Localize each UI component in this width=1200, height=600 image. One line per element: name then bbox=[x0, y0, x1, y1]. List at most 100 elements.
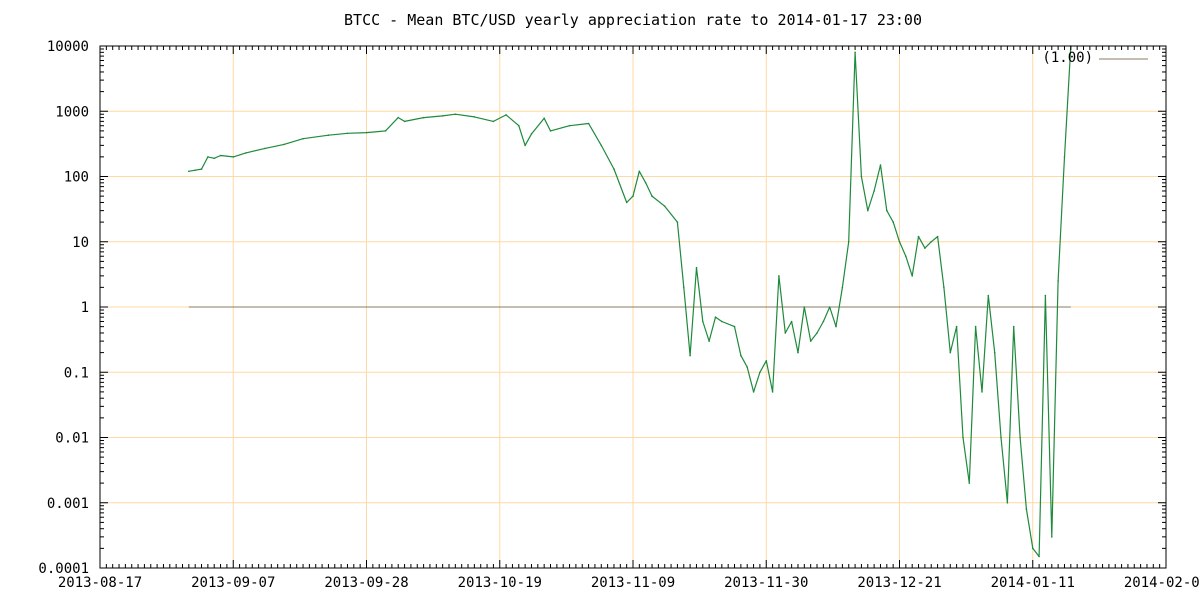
x-tick-label: 2014-02-01 bbox=[1124, 575, 1200, 591]
x-tick-label: 2013-09-07 bbox=[191, 575, 275, 591]
data-point bbox=[689, 354, 691, 357]
data-point bbox=[867, 209, 869, 212]
data-point bbox=[454, 113, 457, 115]
data-point bbox=[568, 124, 571, 127]
data-point bbox=[835, 325, 837, 328]
y-tick-label: 1000 bbox=[55, 104, 89, 120]
data-point bbox=[194, 169, 196, 171]
data-point bbox=[365, 131, 368, 134]
data-point bbox=[676, 221, 679, 223]
y-tick-label: 0.01 bbox=[55, 431, 89, 447]
data-point bbox=[930, 241, 932, 243]
y-tick-label: 10000 bbox=[47, 39, 89, 55]
x-tick-label: 2014-01-11 bbox=[991, 575, 1075, 591]
data-point bbox=[518, 124, 520, 127]
data-point bbox=[860, 175, 863, 178]
data-point bbox=[1063, 156, 1066, 158]
y-tick-label: 0.0001 bbox=[38, 561, 89, 577]
data-point bbox=[346, 132, 349, 135]
data-point bbox=[746, 366, 748, 368]
data-point bbox=[968, 482, 971, 484]
data-point bbox=[207, 156, 209, 158]
data-point bbox=[587, 122, 590, 125]
chart-title: BTCC - Mean BTC/USD yearly appreciation … bbox=[344, 11, 922, 29]
data-point bbox=[955, 325, 958, 328]
data-point bbox=[759, 371, 761, 374]
data-point bbox=[663, 205, 666, 207]
data-point bbox=[600, 144, 603, 147]
x-tick-label: 2013-10-19 bbox=[458, 575, 542, 591]
data-point bbox=[441, 115, 444, 117]
x-tick-label: 2013-11-30 bbox=[724, 575, 808, 591]
data-point bbox=[911, 275, 913, 277]
data-point bbox=[765, 360, 768, 362]
data-point bbox=[543, 117, 545, 120]
data-point bbox=[188, 170, 190, 173]
y-tick-label: 0.1 bbox=[64, 365, 89, 381]
data-point bbox=[638, 170, 641, 173]
data-point bbox=[683, 286, 685, 289]
data-point bbox=[422, 116, 425, 119]
axis-ticks: 10000 1000 100 10 1 0.1 0.01 0.001 0.00012013-08… bbox=[38, 39, 1200, 591]
data-point bbox=[327, 134, 330, 136]
data-point bbox=[898, 241, 901, 243]
appreciation-rate-line bbox=[188, 45, 1072, 558]
data-point bbox=[632, 195, 634, 197]
data-point bbox=[302, 137, 304, 140]
data-point bbox=[625, 201, 628, 204]
y-tick-label: 10 bbox=[72, 235, 89, 251]
data-point bbox=[549, 130, 552, 132]
data-point bbox=[530, 133, 533, 135]
data-point bbox=[397, 116, 400, 119]
data-point bbox=[917, 235, 920, 238]
data-point bbox=[219, 154, 222, 157]
data-point bbox=[200, 168, 203, 170]
data-point bbox=[403, 120, 406, 123]
data-point bbox=[1032, 547, 1034, 550]
data-point bbox=[974, 325, 977, 328]
data-point bbox=[771, 391, 774, 393]
data-point bbox=[733, 325, 736, 328]
data-point bbox=[816, 332, 818, 334]
data-point bbox=[784, 332, 787, 334]
legend: (1.00) bbox=[1042, 50, 1148, 66]
data-point bbox=[841, 286, 844, 289]
data-point bbox=[993, 351, 996, 354]
data-point bbox=[1044, 294, 1047, 297]
data-point bbox=[778, 275, 780, 277]
data-point bbox=[1038, 555, 1040, 558]
data-point bbox=[949, 351, 952, 354]
data-point bbox=[232, 156, 235, 158]
data-point bbox=[879, 164, 882, 166]
data-point bbox=[1051, 536, 1053, 538]
data-point bbox=[492, 120, 495, 123]
data-point bbox=[714, 316, 717, 318]
x-tick-label: 2013-12-21 bbox=[857, 575, 941, 591]
y-tick-label: 100 bbox=[64, 170, 89, 186]
data-point bbox=[524, 144, 526, 147]
data-series-layer bbox=[188, 45, 1072, 558]
data-point bbox=[962, 436, 964, 439]
data-point bbox=[613, 168, 615, 170]
data-point bbox=[473, 116, 476, 118]
data-point bbox=[943, 286, 945, 289]
data-point bbox=[505, 114, 507, 116]
data-point bbox=[708, 340, 710, 342]
data-point bbox=[854, 51, 856, 54]
data-point bbox=[797, 351, 799, 354]
data-point bbox=[740, 354, 742, 357]
data-point bbox=[264, 147, 266, 150]
legend-label: (1.00) bbox=[1042, 50, 1093, 66]
data-point bbox=[1000, 436, 1002, 439]
data-point bbox=[695, 266, 698, 269]
data-point bbox=[1025, 508, 1028, 510]
data-point bbox=[822, 320, 825, 323]
data-point bbox=[987, 294, 990, 297]
x-tick-label: 2013-09-28 bbox=[324, 575, 408, 591]
data-point bbox=[981, 391, 983, 393]
data-point bbox=[809, 340, 812, 342]
data-point bbox=[936, 235, 939, 238]
data-point bbox=[702, 320, 704, 323]
data-point bbox=[790, 320, 793, 323]
